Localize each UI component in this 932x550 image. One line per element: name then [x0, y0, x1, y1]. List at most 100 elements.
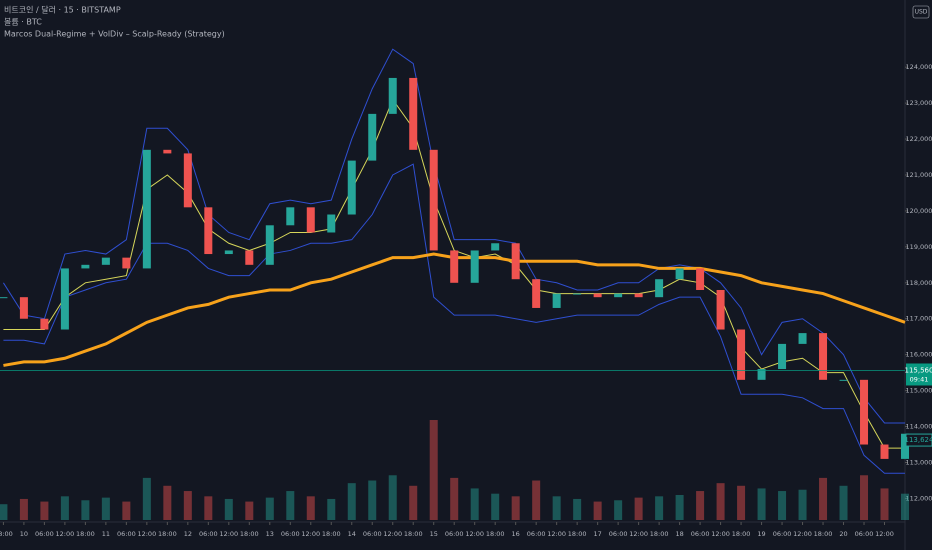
volume-bar — [347, 483, 356, 520]
volume-bar — [552, 496, 561, 520]
x-tick-label: 12:00 — [383, 530, 402, 538]
price-candle — [245, 250, 254, 265]
y-tick-label: 118,000 — [906, 279, 932, 287]
price-candle — [163, 149, 172, 154]
price-candle — [798, 333, 807, 344]
x-tick-label: 15 — [430, 530, 438, 538]
y-tick-label: 117,000 — [906, 315, 932, 323]
x-tick-label: 06:00 — [281, 530, 300, 538]
x-tick-label: 10 — [20, 530, 28, 538]
volume-bar — [880, 488, 889, 520]
x-tick-label: 12:00 — [711, 530, 730, 538]
volume-bar — [593, 501, 602, 520]
last-price-label: 115,560 — [905, 366, 932, 374]
volume-bar — [429, 420, 438, 520]
price-candle — [286, 207, 295, 226]
volume-bar — [142, 477, 151, 520]
volume-bar — [388, 475, 397, 520]
x-tick-label: 16 — [512, 530, 520, 538]
volume-bar — [491, 493, 500, 520]
indicator-line — [2, 48, 905, 424]
price-candle — [511, 243, 520, 280]
price-candle — [19, 297, 28, 319]
price-candle — [839, 379, 848, 381]
currency-box[interactable] — [912, 5, 930, 19]
volume-bar — [511, 496, 520, 520]
volume-bar — [204, 496, 213, 520]
x-tick-label: 13 — [266, 530, 274, 538]
volume-bar — [60, 496, 69, 520]
volume-bar — [450, 477, 459, 520]
price-candle — [265, 225, 274, 265]
x-tick-label: 12:00 — [793, 530, 812, 538]
x-tick-label: 18:00 — [732, 530, 751, 538]
price-candle — [593, 293, 602, 298]
volume-bar — [122, 501, 131, 520]
x-tick-label: 17 — [594, 530, 602, 538]
x-tick-label: 18:00 — [568, 530, 587, 538]
volume-bar — [798, 489, 807, 520]
x-tick-label: 12:00 — [301, 530, 320, 538]
price-candle — [40, 318, 49, 330]
x-tick-label: 19 — [757, 530, 765, 538]
volume-bar — [327, 498, 336, 520]
volume-title: 볼륨 · BTC — [4, 17, 42, 27]
x-tick-label: 18:00 — [486, 530, 505, 538]
countdown: 09:41 — [910, 375, 929, 383]
volume-bar — [286, 491, 295, 520]
marker-price-tag — [905, 433, 932, 447]
volume-bar — [224, 498, 233, 520]
price-candle — [429, 149, 438, 251]
y-tick-label: 114,000 — [906, 423, 932, 431]
x-tick-label: 06:00 — [117, 530, 136, 538]
price-candle — [470, 250, 479, 283]
x-tick-label: 12:00 — [56, 530, 75, 538]
currency[interactable]: USD — [915, 9, 928, 16]
volume-bar — [819, 477, 828, 520]
y-tick-label: 120,000 — [906, 207, 932, 215]
x-tick-label: 12 — [184, 530, 192, 538]
price-candle — [655, 279, 664, 298]
price-candle — [737, 329, 746, 380]
volume-bar — [183, 491, 192, 520]
y-tick-label: 123,000 — [906, 99, 932, 107]
volume-bar — [40, 501, 49, 520]
marker-price-label: 113,624 — [905, 436, 932, 444]
volume-bar — [368, 480, 377, 520]
volume-bar — [737, 485, 746, 520]
price-candle — [757, 369, 766, 380]
price-candle — [716, 289, 725, 330]
volume-bar — [675, 495, 684, 520]
volume-bar — [0, 504, 8, 520]
y-tick-label: 113,000 — [906, 458, 932, 466]
volume-bar — [409, 485, 418, 520]
x-tick-label: 18:00 — [322, 530, 341, 538]
strategy-title: Marcos Dual-Regime + VolDiv – Scalp-Read… — [4, 30, 225, 39]
x-tick-label: 18:00 — [404, 530, 423, 538]
x-tick-label: 06:00 — [609, 530, 628, 538]
x-tick-label: 06:00 — [445, 530, 464, 538]
price-candle — [614, 293, 623, 298]
x-tick-label: 11 — [102, 530, 110, 538]
price-candle — [60, 268, 69, 330]
price-candle — [634, 293, 643, 298]
volume-bar — [81, 500, 90, 520]
x-tick-label: 18:00 — [76, 530, 95, 538]
price-candle — [819, 333, 828, 380]
x-tick-label: 06:00 — [527, 530, 546, 538]
price-candle — [142, 149, 151, 269]
volume-bar — [757, 488, 766, 520]
volume-bar — [696, 491, 705, 520]
price-candle — [306, 207, 315, 233]
volume-bar — [532, 480, 541, 520]
volume-bar — [634, 497, 643, 520]
x-tick-label: 18:00 — [0, 530, 13, 538]
y-tick-label: 115,000 — [906, 387, 932, 395]
symbol-title: 비트코인 / 달러 · 15 · BITSTAMP — [4, 5, 121, 15]
price-candle — [409, 77, 418, 150]
price-candle — [204, 207, 213, 255]
x-tick-label: 12:00 — [875, 530, 894, 538]
x-tick-label: 14 — [348, 530, 356, 538]
